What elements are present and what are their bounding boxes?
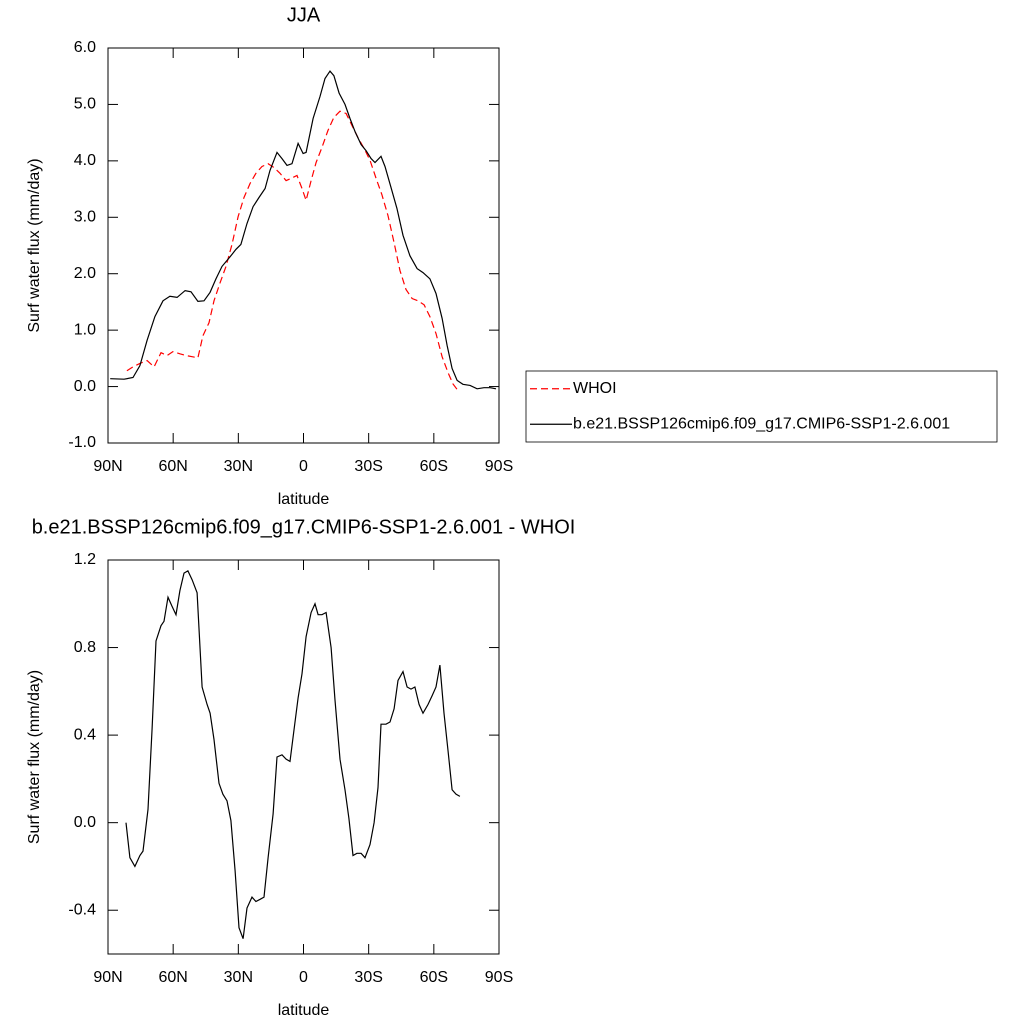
x-axis-label: latitude	[278, 1002, 330, 1019]
legend-label: WHOI	[573, 380, 617, 397]
series-line	[125, 570, 461, 939]
x-tick-label: 90S	[485, 969, 513, 986]
x-tick-label: 0	[299, 969, 308, 986]
series-line	[110, 70, 497, 390]
y-axis-label: Surf water flux (mm/day)	[26, 670, 43, 844]
y-tick-label: 4.0	[74, 152, 96, 169]
x-tick-label: 30N	[224, 458, 253, 475]
x-tick-label: 30N	[224, 969, 253, 986]
chart-title: b.e21.BSSP126cmip6.f09_g17.CMIP6-SSP1-2.…	[32, 516, 576, 538]
x-tick-label: 60S	[420, 458, 448, 475]
y-tick-label: 0.8	[74, 639, 96, 656]
x-axis-label: latitude	[278, 491, 330, 508]
x-tick-label: 0	[299, 458, 308, 475]
x-tick-label: 60N	[158, 969, 187, 986]
y-tick-label: -0.4	[68, 901, 96, 918]
legend-label: b.e21.BSSP126cmip6.f09_g17.CMIP6-SSP1-2.…	[573, 415, 950, 432]
y-tick-label: 0.0	[74, 378, 96, 395]
plot-frame	[107, 47, 500, 444]
chart-title: JJA	[287, 4, 321, 26]
x-tick-label: 30S	[354, 458, 382, 475]
x-tick-label: 90N	[93, 458, 122, 475]
x-tick-label: 60N	[158, 458, 187, 475]
y-tick-label: 3.0	[74, 209, 96, 226]
x-tick-label: 30S	[354, 969, 382, 986]
legend-box	[525, 370, 998, 443]
y-tick-label: 2.0	[74, 265, 96, 282]
y-axis-label: Surf water flux (mm/day)	[26, 158, 43, 332]
series-line	[126, 110, 458, 390]
y-tick-label: 0.4	[74, 726, 96, 743]
y-tick-label: 5.0	[74, 96, 96, 113]
y-tick-label: -1.0	[68, 434, 96, 451]
y-tick-label: 1.2	[74, 551, 96, 568]
x-tick-label: 60S	[420, 969, 448, 986]
x-tick-label: 90N	[93, 969, 122, 986]
y-tick-label: 1.0	[74, 321, 96, 338]
y-tick-label: 6.0	[74, 39, 96, 56]
x-tick-label: 90S	[485, 458, 513, 475]
y-tick-label: 0.0	[74, 814, 96, 831]
plot-frame	[107, 559, 500, 955]
